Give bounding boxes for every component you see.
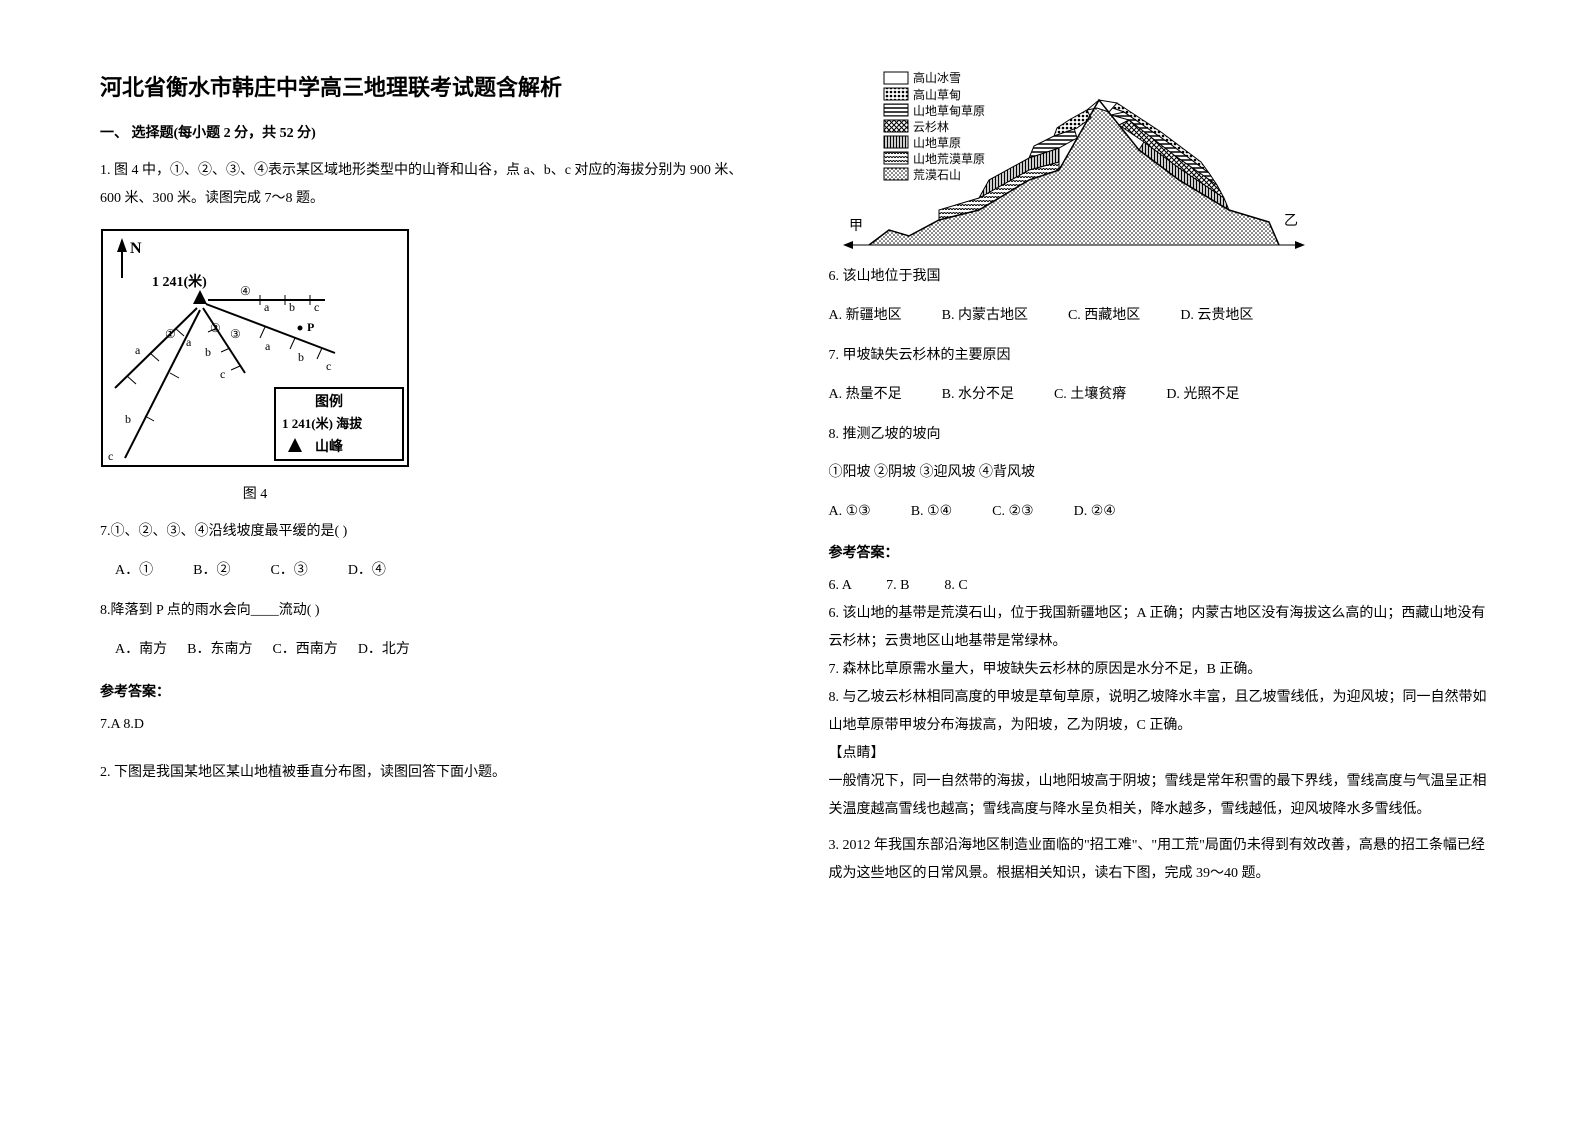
document-title: 河北省衡水市韩庄中学高三地理联考试题含解析: [100, 70, 759, 102]
legend-peak-label: 山峰: [315, 438, 344, 455]
opt-c: C. 土壤贫瘠: [1054, 380, 1126, 411]
q2-sub8-options: A. ①③ B. ①④ C. ②③ D. ②④: [829, 497, 1488, 528]
opt-d: D. 光照不足: [1166, 380, 1239, 411]
north-label: N: [130, 240, 142, 257]
svg-text:b: b: [205, 345, 211, 359]
opt-a: A. 新疆地区: [829, 301, 902, 332]
svg-text:②: ②: [210, 321, 221, 335]
q1-sub8-text: 8.降落到 P 点的雨水会向____流动( ): [100, 597, 759, 625]
right-slope-label: 乙: [1284, 213, 1298, 229]
opt-b: B. 水分不足: [942, 380, 1014, 411]
q2-intro: 2. 下图是我国某地区某山地植被垂直分布图，读图回答下面小题。: [100, 759, 759, 787]
svg-text:a: a: [265, 339, 271, 353]
opt-d: D. 云贵地区: [1180, 301, 1253, 332]
page-container: 河北省衡水市韩庄中学高三地理联考试题含解析 一、 选择题(每小题 2 分，共 5…: [100, 70, 1487, 898]
q2-sub8-choices: ①阳坡 ②阴坡 ③迎风坡 ④背风坡: [829, 459, 1488, 487]
peak-triangle-icon: [193, 290, 207, 304]
opt-b: B．东南方: [187, 635, 252, 666]
left-column: 河北省衡水市韩庄中学高三地理联考试题含解析 一、 选择题(每小题 2 分，共 5…: [100, 70, 759, 898]
peak-elevation-label: 1 241(米): [152, 273, 207, 290]
opt-a: A．①: [115, 556, 153, 587]
svg-text:山地荒漠草原: 山地荒漠草原: [913, 152, 985, 166]
mountain-svg: 高山冰雪 高山草甸 山地草甸草原 云杉林 山地草原 山地荒漠草原 荒漠石山: [829, 70, 1309, 255]
svg-text:c: c: [108, 449, 113, 463]
q1-answer: 7.A 8.D: [100, 711, 759, 739]
svg-text:①: ①: [165, 327, 176, 341]
opt-c: C．西南方: [272, 635, 337, 666]
opt-c: C. 西藏地区: [1068, 301, 1140, 332]
q2-answer-header: 参考答案：: [829, 542, 1488, 562]
q1-sub7-text: 7.①、②、③、④沿线坡度最平缓的是( ): [100, 518, 759, 546]
vegetation-diagram: 高山冰雪 高山草甸 山地草甸草原 云杉林 山地草原 山地荒漠草原 荒漠石山: [829, 70, 1488, 255]
q2-sub7-options: A. 热量不足 B. 水分不足 C. 土壤贫瘠 D. 光照不足: [829, 380, 1488, 411]
opt-d: D．北方: [358, 635, 410, 666]
q2-tip: 一般情况下，同一自然带的海拔，山地阳坡高于阴坡；雪线是常年积雪的最下界线，雪线高…: [829, 768, 1488, 824]
svg-text:a: a: [186, 335, 192, 349]
svg-text:b: b: [289, 300, 295, 314]
q1-answer-header: 参考答案：: [100, 681, 759, 701]
svg-text:高山冰雪: 高山冰雪: [913, 70, 961, 85]
svg-text:b: b: [125, 412, 131, 426]
q1-sub8-options: A．南方 B．东南方 C．西南方 D．北方: [100, 635, 759, 666]
q1-intro: 1. 图 4 中，①、②、③、④表示某区域地形类型中的山脊和山谷，点 a、b、c…: [100, 157, 759, 213]
svg-text:c: c: [326, 359, 331, 373]
opt-d: D. ②④: [1074, 497, 1116, 528]
svg-text:山地草原: 山地草原: [913, 136, 961, 150]
opt-b: B. ①④: [911, 497, 952, 528]
q1-sub7-options: A．① B．② C．③ D．④: [100, 556, 759, 587]
legend-group: 高山冰雪 高山草甸 山地草甸草原 云杉林 山地草原 山地荒漠草原 荒漠石山: [884, 70, 985, 182]
q2-sub6-text: 6. 该山地位于我国: [829, 263, 1488, 291]
left-slope-label: 甲: [849, 219, 863, 234]
opt-b: B．②: [193, 556, 230, 587]
svg-text:b: b: [298, 350, 304, 364]
q2-sub7-text: 7. 甲坡缺失云杉林的主要原因: [829, 342, 1488, 370]
right-column: 高山冰雪 高山草甸 山地草甸草原 云杉林 山地草原 山地荒漠草原 荒漠石山: [829, 70, 1488, 898]
legend-elevation: 1 241(米) 海拔: [282, 416, 363, 431]
svg-text:④: ④: [240, 284, 251, 298]
legend-peak-icon: [288, 438, 302, 452]
q2-tip-header: 【点睛】: [829, 740, 1488, 768]
legend-title: 图例: [315, 393, 343, 410]
svg-text:高山草甸: 高山草甸: [913, 87, 961, 102]
q3-intro: 3. 2012 年我国东部沿海地区制造业面临的"招工难"、"用工荒"局面仍未得到…: [829, 832, 1488, 888]
section-header: 一、 选择题(每小题 2 分，共 52 分): [100, 122, 759, 142]
opt-c: C. ②③: [992, 497, 1033, 528]
q2-explain6: 6. 该山地的基带是荒漠石山，位于我国新疆地区；A 正确；内蒙古地区没有海拔这么…: [829, 600, 1488, 656]
q2-sub6-options: A. 新疆地区 B. 内蒙古地区 C. 西藏地区 D. 云贵地区: [829, 301, 1488, 332]
svg-text:云杉林: 云杉林: [913, 120, 949, 134]
opt-b: B. 内蒙古地区: [942, 301, 1028, 332]
svg-text:a: a: [135, 343, 141, 357]
opt-c: C．③: [270, 556, 307, 587]
opt-a: A. 热量不足: [829, 380, 902, 411]
svg-text:山地草甸草原: 山地草甸草原: [913, 104, 985, 118]
svg-text:P: P: [307, 320, 314, 334]
svg-text:c: c: [314, 300, 319, 314]
q2-explain8: 8. 与乙坡云杉林相同高度的甲坡是草甸草原，说明乙坡降水丰富，且乙坡雪线低，为迎…: [829, 684, 1488, 740]
opt-a: A. ①③: [829, 497, 871, 528]
q2-sub8-text: 8. 推测乙坡的坡向: [829, 421, 1488, 449]
figure-4-caption: 图 4: [100, 483, 410, 503]
opt-d: D．④: [348, 556, 386, 587]
svg-text:a: a: [264, 300, 270, 314]
svg-text:c: c: [220, 367, 225, 381]
svg-text:荒漠石山: 荒漠石山: [913, 168, 961, 182]
topographic-map-svg: N 1 241(米): [100, 228, 410, 468]
q2-answers: 6. A 7. B 8. C: [829, 572, 1488, 600]
svg-text:③: ③: [230, 327, 241, 341]
opt-a: A．南方: [115, 635, 167, 666]
figure-4: N 1 241(米): [100, 228, 759, 503]
q2-explain7: 7. 森林比草原需水量大，甲坡缺失云杉林的原因是水分不足，B 正确。: [829, 656, 1488, 684]
